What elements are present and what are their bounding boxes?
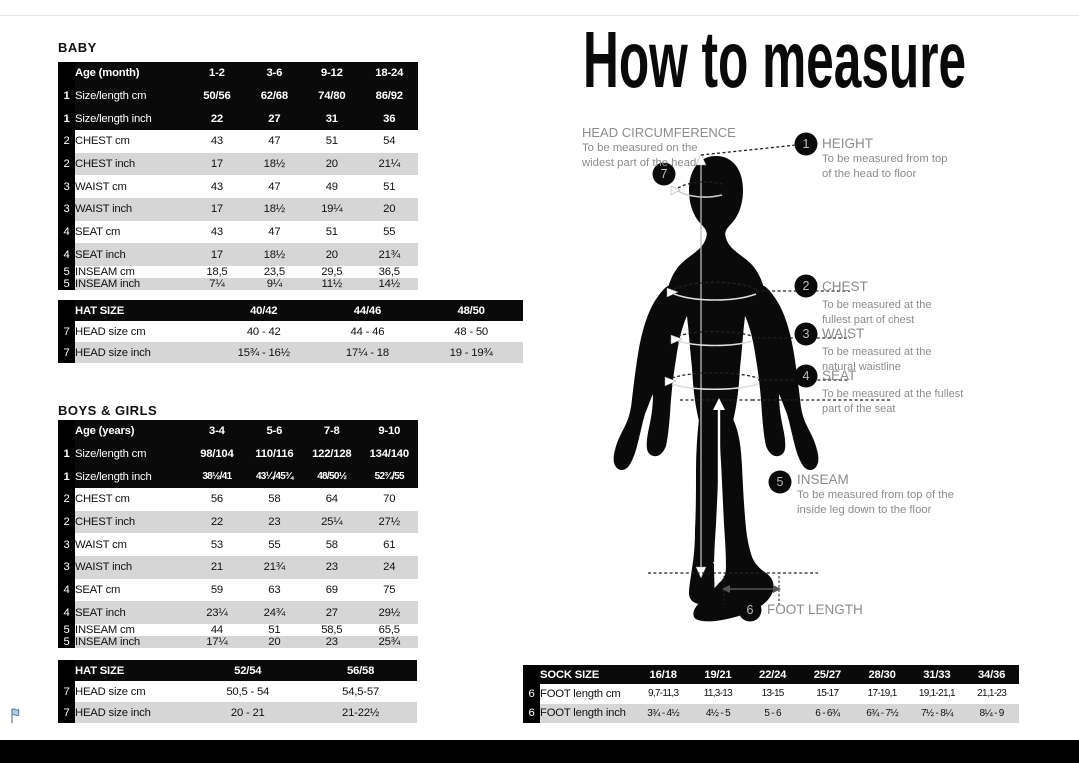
svg-text:6: 6 [747, 603, 754, 617]
svg-text:4: 4 [803, 369, 810, 383]
svg-text:5: 5 [777, 475, 784, 489]
svg-text:2: 2 [803, 279, 810, 293]
svg-text:3: 3 [803, 327, 810, 341]
